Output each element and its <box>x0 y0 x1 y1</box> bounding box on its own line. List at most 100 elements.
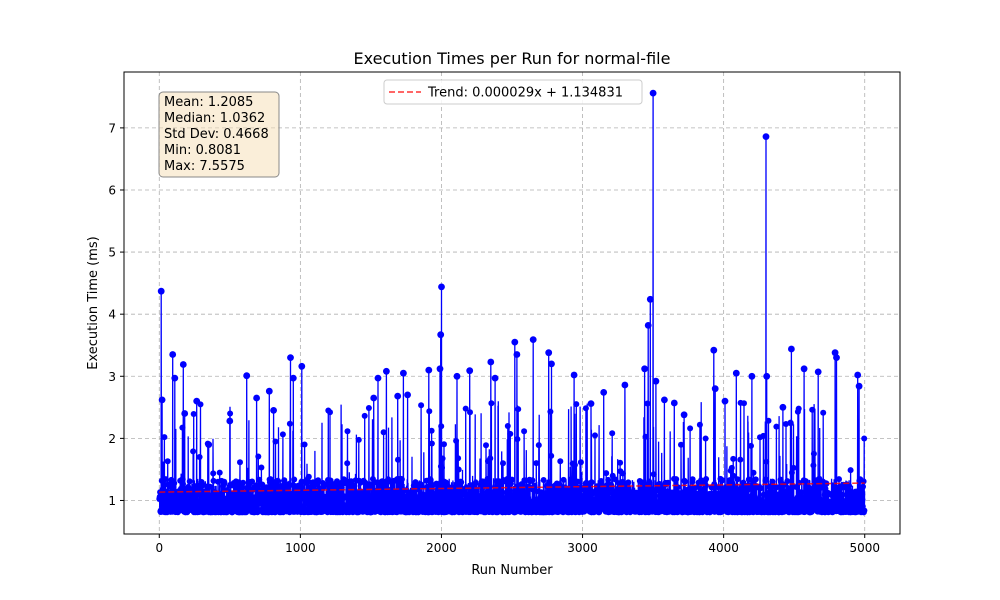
data-point <box>351 482 358 489</box>
data-point <box>861 507 868 514</box>
data-point <box>787 420 794 427</box>
spike-point <box>466 367 474 375</box>
data-point <box>762 476 769 483</box>
data-point <box>179 424 186 431</box>
x-tick-label: 1000 <box>285 541 316 555</box>
data-point <box>693 493 699 500</box>
data-point <box>282 496 289 502</box>
data-point <box>726 503 733 510</box>
data-point <box>702 435 709 442</box>
data-point <box>344 460 351 467</box>
data-point <box>207 483 214 490</box>
data-point <box>504 475 511 482</box>
data-point <box>302 492 309 499</box>
data-point <box>846 483 853 489</box>
data-point <box>462 405 469 412</box>
data-point <box>790 464 797 471</box>
spike-point <box>157 287 165 295</box>
spike-point <box>453 372 461 380</box>
data-point <box>709 492 716 499</box>
data-point <box>194 497 201 504</box>
plot-frame <box>123 71 901 535</box>
spike-point <box>181 410 189 417</box>
data-point <box>249 478 256 485</box>
trend-line-group <box>159 482 865 493</box>
data-point <box>737 456 744 463</box>
data-point <box>660 499 667 506</box>
spike-point <box>289 374 297 382</box>
data-point <box>571 462 578 468</box>
data-point <box>703 476 710 482</box>
data-point <box>237 459 243 466</box>
data-point <box>455 466 462 473</box>
data-point <box>689 476 696 483</box>
spike-point <box>721 397 729 405</box>
data-point <box>366 496 373 503</box>
data-point <box>305 473 312 480</box>
x-tick-label: 3000 <box>567 541 598 555</box>
data-point <box>638 479 645 486</box>
data-point <box>650 471 657 478</box>
data-point <box>227 410 234 417</box>
data-point <box>311 497 318 504</box>
spike-point <box>661 396 668 404</box>
data-point <box>453 437 460 444</box>
data-point <box>255 453 262 460</box>
data-point <box>524 495 531 501</box>
data-point <box>760 491 767 498</box>
data-point <box>731 492 738 499</box>
data-point <box>521 428 528 435</box>
data-point <box>488 400 495 407</box>
legend: Trend: 0.000029x + 1.134831 <box>383 79 643 105</box>
spike-point <box>814 368 822 376</box>
data-point <box>264 484 271 491</box>
data-point <box>179 476 186 483</box>
spike-point <box>570 371 578 379</box>
data-point <box>315 477 322 484</box>
data-point <box>748 442 754 449</box>
data-point <box>433 480 440 487</box>
data-point <box>795 405 802 412</box>
x-tick-label: 4000 <box>708 541 739 555</box>
trend-line <box>159 482 865 493</box>
spike-point <box>383 367 390 375</box>
data-point <box>696 421 703 428</box>
data-point <box>730 455 737 462</box>
stats-box: Mean: 1.2085 Median: 1.0362 Std Dev: 0.4… <box>158 91 280 178</box>
data-point <box>646 478 653 485</box>
data-point <box>726 487 732 493</box>
data-point <box>831 498 838 505</box>
data-point <box>327 409 333 416</box>
spike-point <box>788 345 795 353</box>
data-point <box>164 489 171 496</box>
data-point <box>592 432 598 439</box>
data-point <box>577 459 584 466</box>
y-axis-ticks: 1 2 3 4 5 6 7 <box>108 121 124 508</box>
data-point <box>546 479 552 486</box>
data-point <box>828 491 835 498</box>
data-point <box>298 478 305 485</box>
data-point <box>514 436 521 443</box>
data-point <box>451 494 458 501</box>
data-point <box>730 472 737 479</box>
data-point <box>737 495 743 502</box>
data-point <box>230 494 237 501</box>
data-point <box>426 408 433 415</box>
data-point <box>455 455 462 462</box>
spike-point <box>762 133 770 141</box>
data-point <box>783 421 789 427</box>
spike-point <box>437 331 445 339</box>
y-tick-label: 1 <box>108 494 116 508</box>
data-point <box>785 485 792 492</box>
spike-point <box>370 394 378 402</box>
stats-max: Max: 7.5575 <box>164 159 245 174</box>
data-point <box>535 442 542 449</box>
data-point <box>504 423 511 429</box>
data-point <box>809 406 816 413</box>
data-point <box>218 491 225 498</box>
spike-point <box>394 392 402 400</box>
data-point <box>773 423 780 430</box>
spike-point <box>158 396 166 404</box>
data-point <box>164 458 171 465</box>
data-point <box>558 496 565 503</box>
